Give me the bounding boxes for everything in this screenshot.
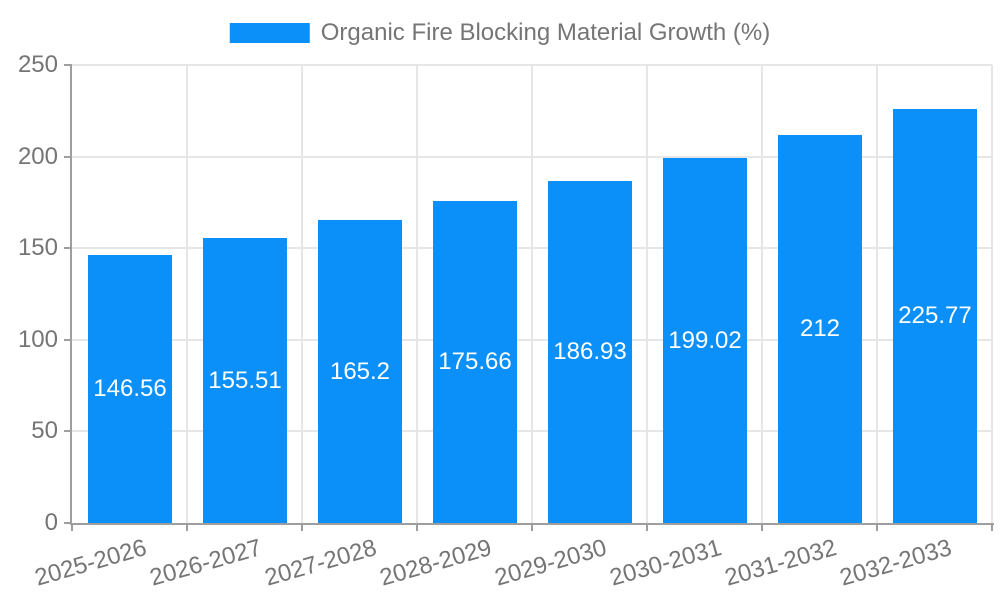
bar-2026-2027[interactable]: 155.51 bbox=[203, 238, 287, 523]
x-axis-tick bbox=[991, 523, 993, 531]
y-axis-tick bbox=[64, 339, 72, 341]
x-axis-tick bbox=[761, 523, 763, 531]
chart-legend[interactable]: Organic Fire Blocking Material Growth (%… bbox=[229, 19, 771, 46]
legend-swatch bbox=[229, 23, 310, 43]
x-axis-line bbox=[70, 523, 994, 525]
bar-2029-2030[interactable]: 186.93 bbox=[548, 181, 632, 523]
bar-2032-2033[interactable]: 225.77 bbox=[893, 109, 977, 523]
x-tick-label: 2026-2027 bbox=[147, 534, 265, 592]
gridline-vertical bbox=[186, 65, 188, 523]
y-axis-tick bbox=[64, 247, 72, 249]
x-tick-label: 2030-2031 bbox=[607, 534, 725, 592]
bar-value-label: 186.93 bbox=[553, 338, 627, 365]
bar-2030-2031[interactable]: 199.02 bbox=[663, 158, 747, 523]
bar-value-label: 165.2 bbox=[329, 357, 391, 385]
gridline-vertical bbox=[761, 65, 763, 523]
gridline-vertical bbox=[876, 65, 878, 523]
x-axis-tick bbox=[186, 523, 188, 531]
bar-2025-2026[interactable]: 146.56 bbox=[88, 255, 172, 523]
bar-2028-2029[interactable]: 175.66 bbox=[433, 201, 517, 523]
x-tick-label: 2025-2026 bbox=[32, 534, 150, 592]
legend-label: Organic Fire Blocking Material Growth (%… bbox=[320, 19, 771, 46]
y-axis-tick bbox=[64, 156, 72, 158]
x-axis-tick bbox=[416, 523, 418, 531]
bar-value-label: 146.56 bbox=[93, 375, 167, 402]
y-tick-label: 0 bbox=[44, 509, 58, 536]
gridline-vertical bbox=[646, 65, 648, 523]
x-axis-tick bbox=[876, 523, 878, 531]
bar-value-label: 225.77 bbox=[898, 302, 972, 329]
bar-value-label: 199.02 bbox=[668, 326, 742, 354]
x-tick-label: 2027-2028 bbox=[262, 534, 380, 592]
x-tick-label: 2032-2033 bbox=[837, 534, 955, 592]
gridline-vertical bbox=[416, 65, 418, 523]
bar-value-label: 175.66 bbox=[438, 348, 512, 375]
x-axis-tick bbox=[71, 523, 73, 531]
x-axis-tick bbox=[646, 523, 648, 531]
bar-2027-2028[interactable]: 165.2 bbox=[318, 220, 402, 523]
x-tick-label: 2031-2032 bbox=[722, 534, 840, 592]
bar-value-label: 155.51 bbox=[208, 366, 282, 394]
gridline-vertical bbox=[301, 65, 303, 523]
y-tick-label: 200 bbox=[17, 143, 58, 170]
gridline-vertical bbox=[531, 65, 533, 523]
y-tick-label: 250 bbox=[17, 51, 58, 78]
y-axis-line bbox=[70, 65, 72, 525]
y-axis-tick bbox=[64, 522, 72, 524]
x-axis-tick bbox=[531, 523, 533, 531]
bar-value-label: 212 bbox=[799, 315, 841, 342]
y-tick-label: 50 bbox=[31, 417, 58, 444]
gridline-vertical bbox=[991, 65, 993, 523]
y-axis-tick bbox=[64, 430, 72, 432]
y-axis-tick bbox=[64, 64, 72, 66]
y-tick-label: 150 bbox=[17, 234, 58, 261]
bar-2031-2032[interactable]: 212 bbox=[778, 135, 862, 523]
x-tick-label: 2029-2030 bbox=[492, 534, 610, 592]
x-axis-tick bbox=[301, 523, 303, 531]
x-tick-label: 2028-2029 bbox=[377, 534, 495, 592]
y-tick-label: 100 bbox=[17, 326, 58, 353]
